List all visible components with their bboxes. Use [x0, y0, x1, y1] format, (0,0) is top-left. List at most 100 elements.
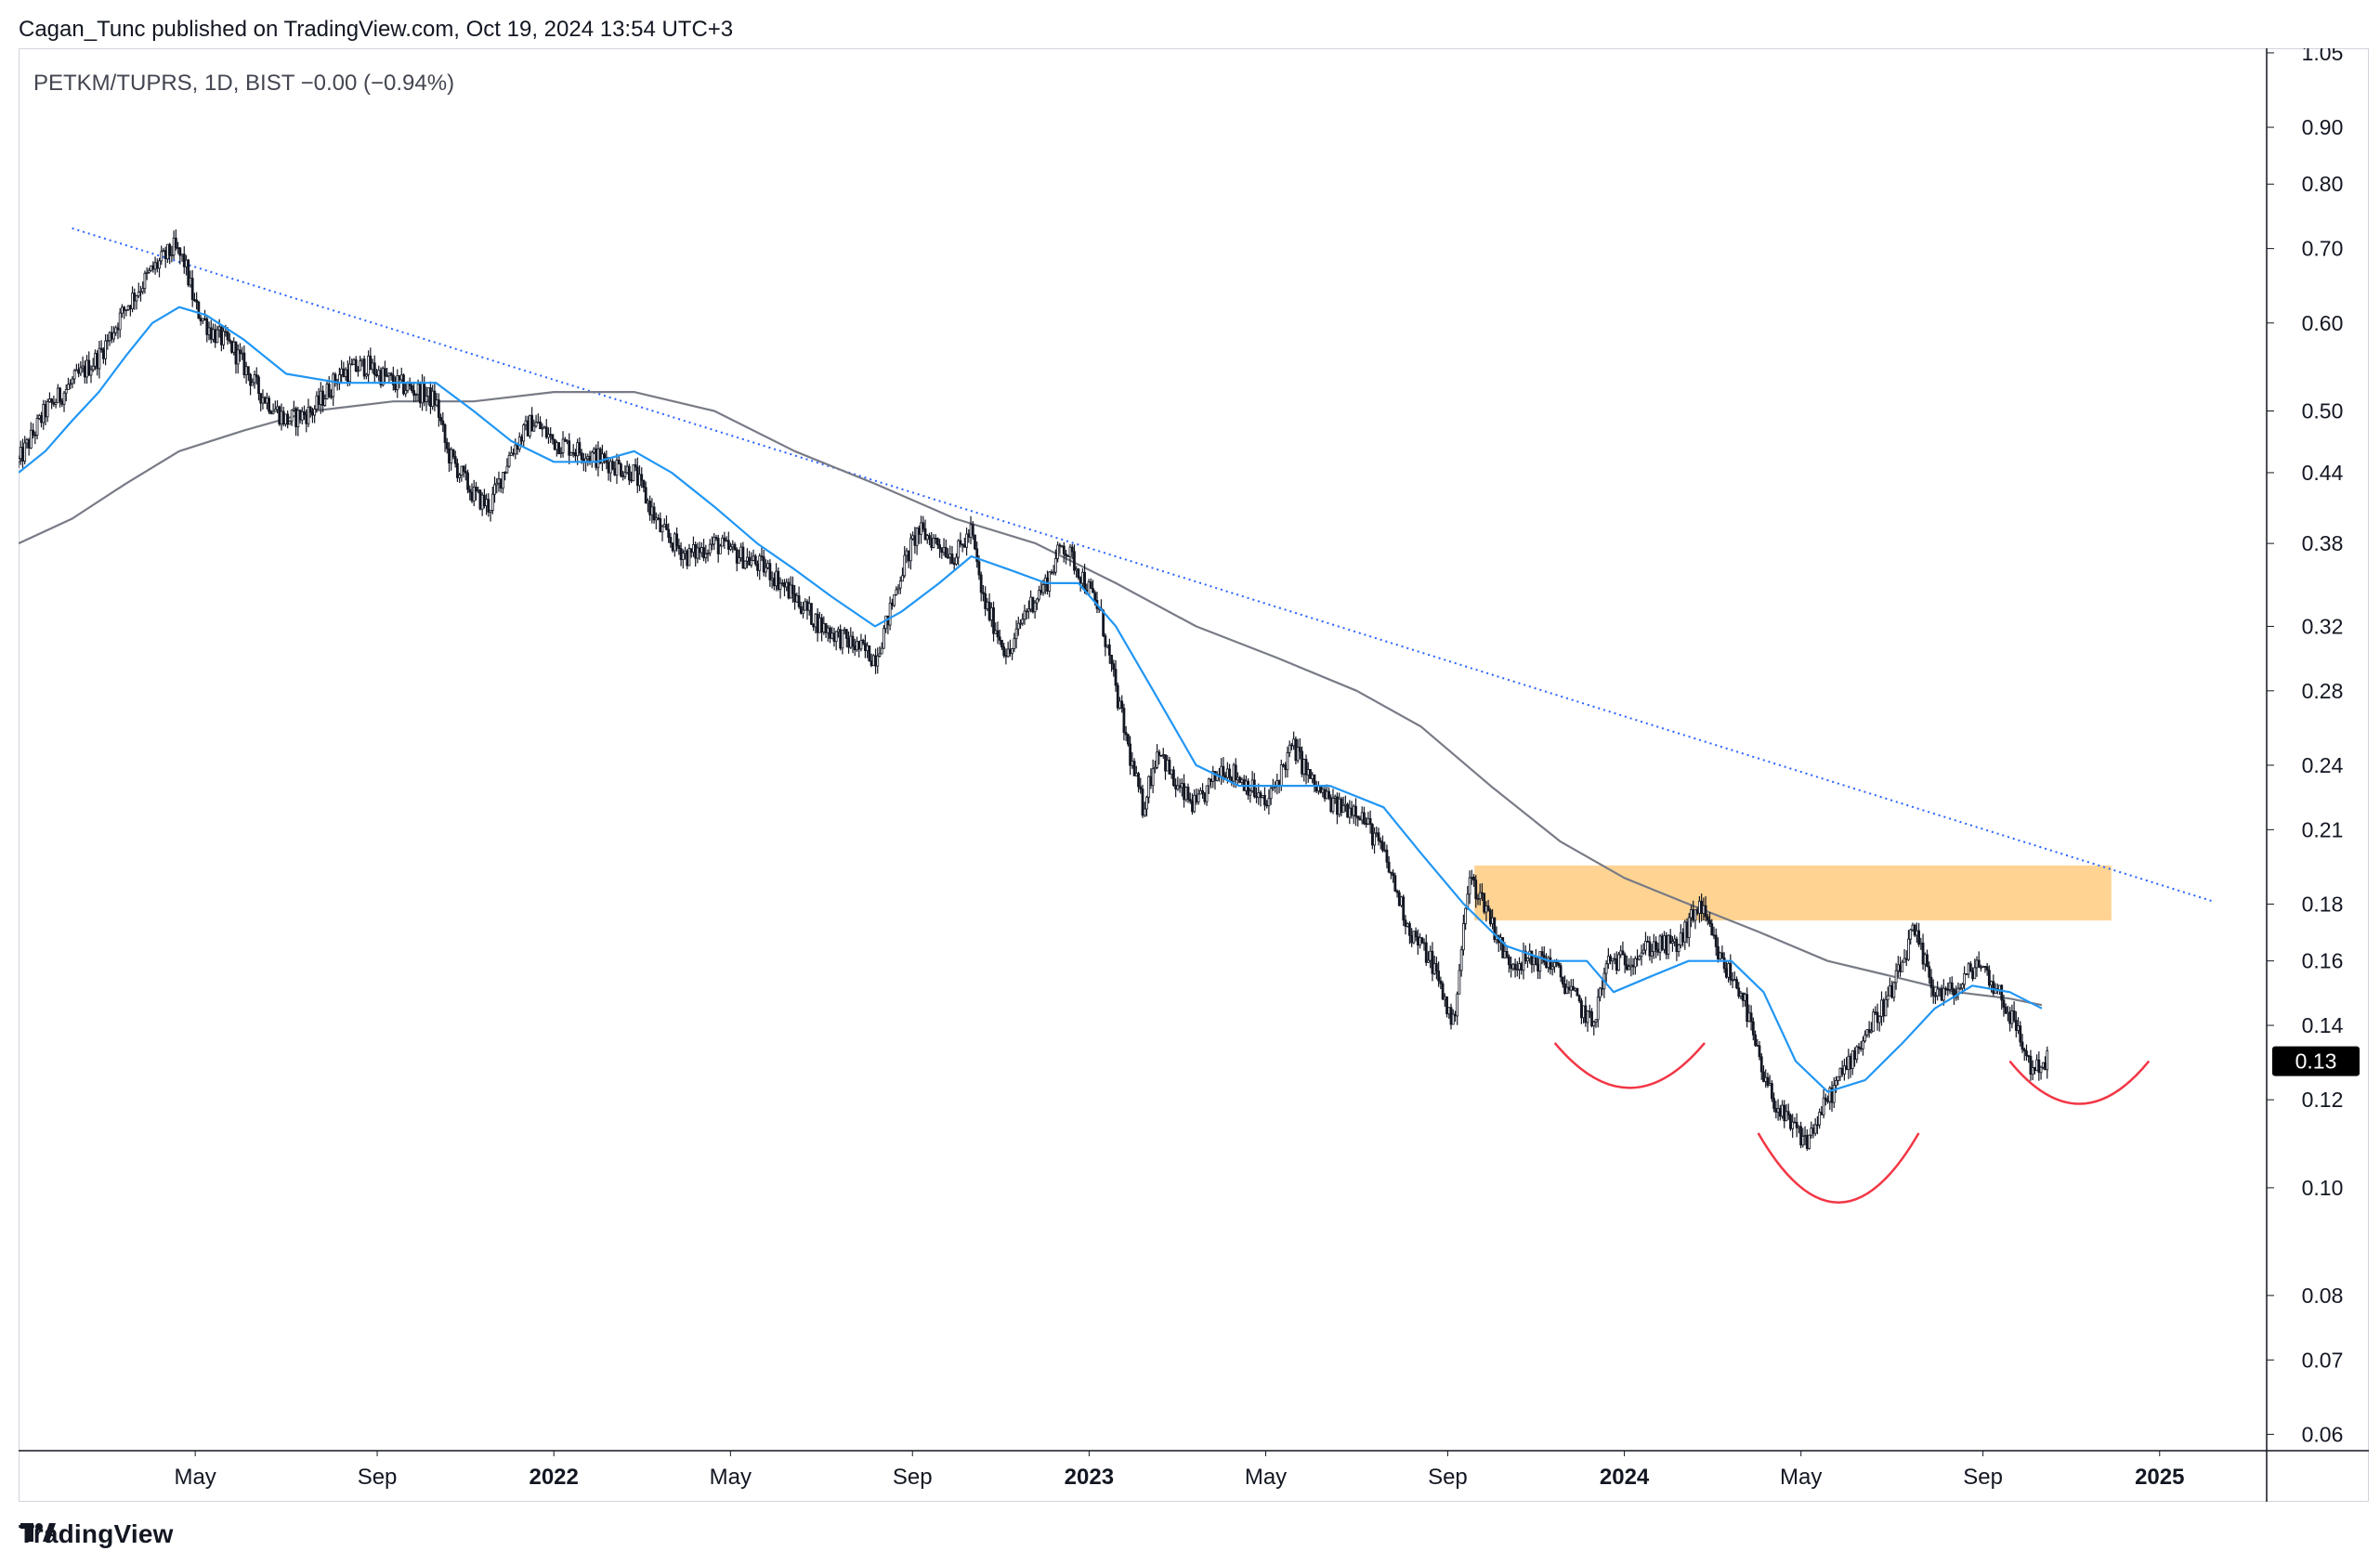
candle-body	[1754, 1034, 1757, 1046]
candle-body	[153, 262, 157, 270]
candle-body	[323, 398, 327, 406]
candle	[1402, 894, 1406, 927]
candle	[1507, 954, 1510, 973]
candle-body	[1586, 1010, 1589, 1023]
candle-body	[1791, 1121, 1795, 1129]
candle-body	[62, 392, 66, 405]
candle-body	[1971, 971, 1974, 980]
candle	[1058, 542, 1062, 554]
candle	[822, 616, 826, 635]
price-tick-label: 0.70	[2302, 237, 2344, 261]
price-tick-label: 0.21	[2302, 817, 2344, 841]
candle	[35, 414, 39, 440]
candle	[67, 377, 70, 390]
candle-body	[1872, 1011, 1875, 1032]
candle-body	[1449, 1007, 1453, 1025]
candle	[817, 611, 821, 633]
candle-body	[2035, 1059, 2039, 1071]
candle-body	[1141, 789, 1144, 816]
candle	[857, 641, 861, 658]
candle-body	[178, 247, 182, 256]
candle	[1306, 762, 1310, 783]
candle-body	[1961, 984, 1964, 989]
candle	[77, 363, 81, 378]
candle-body	[1656, 948, 1660, 953]
candle	[85, 355, 88, 384]
candle	[114, 325, 118, 336]
candle-body	[1724, 968, 1728, 978]
candle-body	[1093, 592, 1097, 601]
candle-body	[255, 374, 258, 378]
candle-body	[671, 542, 674, 552]
candle-body	[1174, 785, 1178, 790]
candle	[1859, 1040, 1863, 1052]
candle	[679, 541, 683, 567]
candle-body	[410, 384, 413, 391]
chart-area[interactable]: 1.05 0.90 0.80 0.70 0.60 0.50 0.44 0.38 0.32 0.28…	[19, 48, 2369, 1516]
candle-body	[182, 254, 186, 267]
candle-body	[1671, 941, 1674, 945]
candle-body	[377, 370, 381, 377]
candle	[1035, 597, 1039, 610]
candle	[1031, 596, 1035, 614]
candle	[1971, 967, 1974, 982]
candle-body	[1818, 1112, 1822, 1126]
candle-body	[158, 260, 161, 269]
candle-body	[59, 387, 61, 402]
candle	[163, 246, 167, 268]
candle-body	[843, 629, 846, 632]
candle-body	[1758, 1045, 1761, 1058]
candle	[1203, 791, 1207, 805]
candle-body	[1547, 957, 1550, 969]
candle	[543, 425, 546, 429]
candle	[1772, 1092, 1776, 1113]
candle-body	[708, 543, 712, 554]
candle-body	[1778, 1108, 1782, 1117]
time-tick-label: May	[174, 1465, 216, 1490]
candle	[1220, 758, 1223, 785]
candle	[1865, 1029, 1869, 1038]
resistance-zone	[1474, 865, 2112, 921]
candle-body	[308, 406, 312, 413]
candle-body	[961, 543, 964, 546]
candle-body	[1894, 970, 1898, 984]
candle	[1582, 1005, 1586, 1023]
candle-body	[205, 318, 209, 335]
candle-body	[1621, 950, 1625, 956]
candle	[1526, 957, 1529, 969]
candle	[1286, 746, 1289, 778]
price-chart[interactable]: 1.050.900.800.700.600.500.440.380.320.28…	[19, 48, 2369, 1516]
candle	[839, 624, 843, 651]
candle-body	[532, 425, 536, 432]
candle-body	[524, 420, 528, 425]
candle	[143, 270, 147, 294]
candle	[1862, 1036, 1864, 1056]
candle-body	[412, 390, 416, 396]
candle-body	[1002, 646, 1006, 657]
candle	[772, 572, 776, 591]
candle	[1759, 1052, 1763, 1080]
candle-body	[32, 429, 34, 436]
candle-body	[1776, 1108, 1780, 1113]
candle-body	[1060, 545, 1064, 548]
candle-body	[1143, 808, 1146, 816]
candle	[1679, 924, 1682, 949]
candle	[743, 560, 747, 570]
candle	[1847, 1049, 1850, 1079]
candle-body	[1205, 785, 1209, 802]
candle	[675, 527, 679, 552]
candle	[1338, 792, 1341, 817]
candle	[189, 270, 192, 288]
candle-body	[1410, 934, 1414, 944]
tradingview-brand[interactable]: TradingView	[19, 1519, 174, 1549]
candle	[559, 447, 563, 459]
candle	[1143, 802, 1146, 817]
candle-body	[928, 535, 931, 540]
candle-body	[1685, 921, 1689, 938]
candle-body	[1700, 900, 1704, 914]
candle	[137, 282, 140, 298]
candle	[1717, 937, 1720, 963]
candle-body	[112, 332, 115, 340]
candle-body	[1340, 798, 1343, 814]
candle	[1292, 731, 1296, 750]
